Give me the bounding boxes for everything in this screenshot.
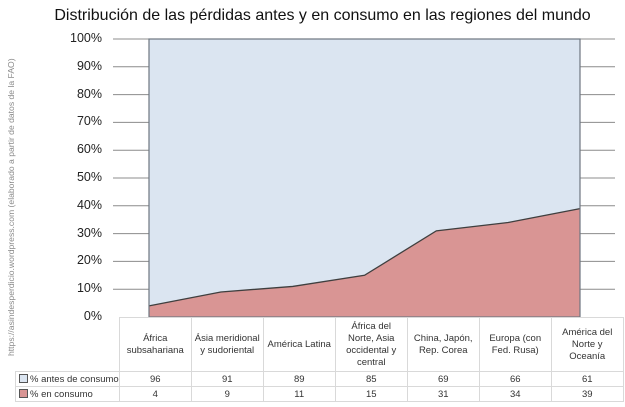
table-header-row: África subsahariana Ásia meridional y sudor… [15,317,624,372]
column-header: África del Norte, Asia occidental y central [334,317,408,372]
table-cell: 11 [262,386,336,402]
column-header: América Latina [262,317,336,372]
column-header: África subsahariana [118,317,192,372]
column-header: China, Japón, Rep. Corea [406,317,480,372]
y-tick-label: 70% [76,114,102,129]
y-tick-label: 90% [76,58,102,73]
table-cell: 39 [550,386,624,402]
y-tick-label: 10% [76,281,102,296]
data-table: África subsahariana Ásia meridional y sudor… [15,317,624,402]
area-en-consumo [149,208,580,317]
chart-title: Distribución de las pérdidas antes y en … [54,7,591,24]
y-tick-label: 100% [70,31,102,45]
table-cell: 61 [550,371,624,387]
column-header: América del Norte y Oceanía [550,317,624,372]
y-tick-label: 60% [76,142,102,157]
table-cell: 89 [262,371,336,387]
table-cell: 15 [334,386,408,402]
table-cell: 4 [118,386,192,402]
table-cell: 85 [334,371,408,387]
table-cell: 91 [190,371,264,387]
y-tick-label: 40% [76,197,102,212]
table-cell: 9 [190,386,264,402]
y-tick-label: 30% [76,225,102,240]
table-cell: 96 [118,371,192,387]
y-tick-label: 80% [76,86,102,101]
column-header: Ásia meridional y sudoriental [190,317,264,372]
table-corner [15,317,120,372]
series-boundary-line [148,207,581,307]
legend-en-consumo: % en consumo [15,386,120,402]
y-tick-label: 50% [76,170,102,184]
table-row-en-consumo: % en consumo 4 9 11 15 31 34 39 [15,386,624,402]
table-cell: 66 [478,371,552,387]
table-cell: 69 [406,371,480,387]
y-tick-label: 20% [76,253,102,268]
swatch-en-consumo-icon [19,388,28,398]
table-row-antes: % antes de consumo 96 91 89 85 69 66 61 [15,371,624,387]
swatch-antes-icon [19,373,28,383]
column-header: Europa (con Fed. Rusa) [478,317,552,372]
table-cell: 34 [478,386,552,402]
legend-antes: % antes de consumo [15,371,120,387]
table-cell: 31 [406,386,480,402]
